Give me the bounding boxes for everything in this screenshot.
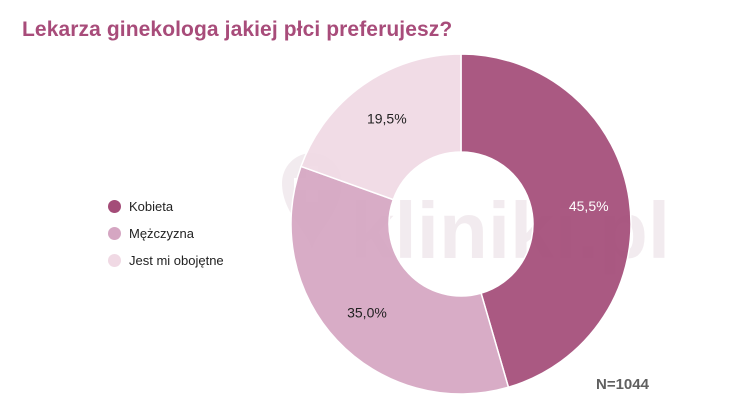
sample-size-annotation: N=1044 [596, 376, 649, 393]
slice-obojetne [300, 53, 462, 201]
legend-swatch-mezczyzna [108, 227, 121, 240]
legend-label-kobieta: Kobieta [129, 199, 174, 214]
chart-title: Lekarza ginekologa jakiej płci preferuje… [22, 18, 453, 41]
legend: Kobieta Mężczyzna Jest mi obojętne [108, 193, 224, 274]
legend-swatch-obojetne [108, 254, 121, 267]
slice-labels-group: 45,5% 35,0% 19,5% [347, 110, 608, 320]
slice-label-obojetne: 19,5% [367, 110, 407, 126]
slice-kobieta [460, 53, 632, 389]
legend-label-mezczyzna: Mężczyzna [129, 226, 195, 241]
legend-item-kobieta: Kobieta [108, 193, 224, 220]
slice-label-kobieta: 45,5% [569, 198, 609, 214]
legend-swatch-kobieta [108, 200, 121, 213]
slices-group [290, 53, 632, 395]
legend-item-obojetne: Jest mi obojętne [108, 247, 224, 274]
slice-mezczyzna [290, 165, 510, 395]
legend-label-obojetne: Jest mi obojętne [129, 253, 224, 268]
slice-label-mezczyzna: 35,0% [347, 304, 387, 320]
legend-item-mezczyzna: Mężczyzna [108, 220, 224, 247]
